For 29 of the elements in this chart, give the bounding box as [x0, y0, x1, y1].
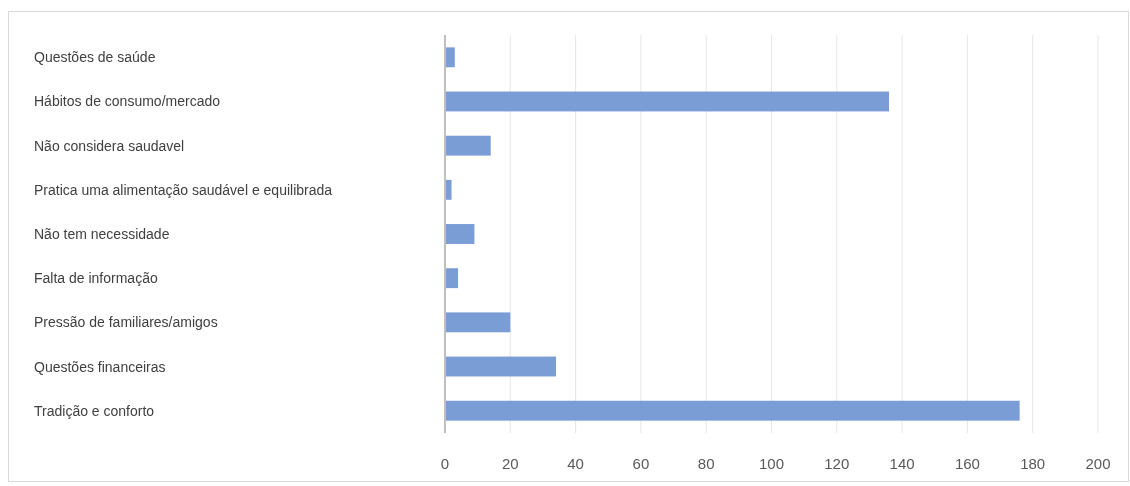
bar [445, 91, 890, 112]
x-tick-label: 180 [1020, 455, 1046, 472]
y-tick-label: Hábitos de consumo/mercado [34, 93, 221, 110]
y-tick-label: Não tem necessidade [34, 226, 170, 242]
y-tick-label: Pratica uma alimentação saudável e equilibrada [34, 181, 333, 198]
y-tick-label: Falta de informação [34, 270, 158, 287]
x-tick-label: 200 [1085, 455, 1111, 472]
x-tick-label: 100 [758, 455, 785, 472]
y-tick-label: Questões financeiras [34, 358, 166, 375]
x-tick-label: 140 [889, 455, 915, 472]
bar [445, 135, 491, 156]
x-tick-label: 40 [567, 455, 584, 472]
x-tick-label: 120 [824, 455, 850, 472]
bar [445, 47, 455, 68]
y-tick-label: Pressão de familiares/amigos [34, 314, 218, 331]
x-tick-label: 0 [440, 455, 450, 472]
bar [445, 179, 452, 200]
bar [445, 312, 511, 333]
x-tick-label: 60 [632, 455, 650, 472]
x-tick-label: 20 [501, 455, 519, 472]
bar [445, 224, 475, 244]
x-tick-label: 160 [954, 455, 980, 472]
y-tick-label: Tradição e conforto [34, 402, 155, 419]
y-tick-label: Não considera saudavel [34, 137, 185, 154]
y-tick-label: Questões de saúde [34, 49, 156, 66]
x-tick-label: 80 [697, 455, 715, 472]
bar [445, 400, 1020, 421]
bar [445, 356, 557, 377]
bar [445, 268, 459, 289]
